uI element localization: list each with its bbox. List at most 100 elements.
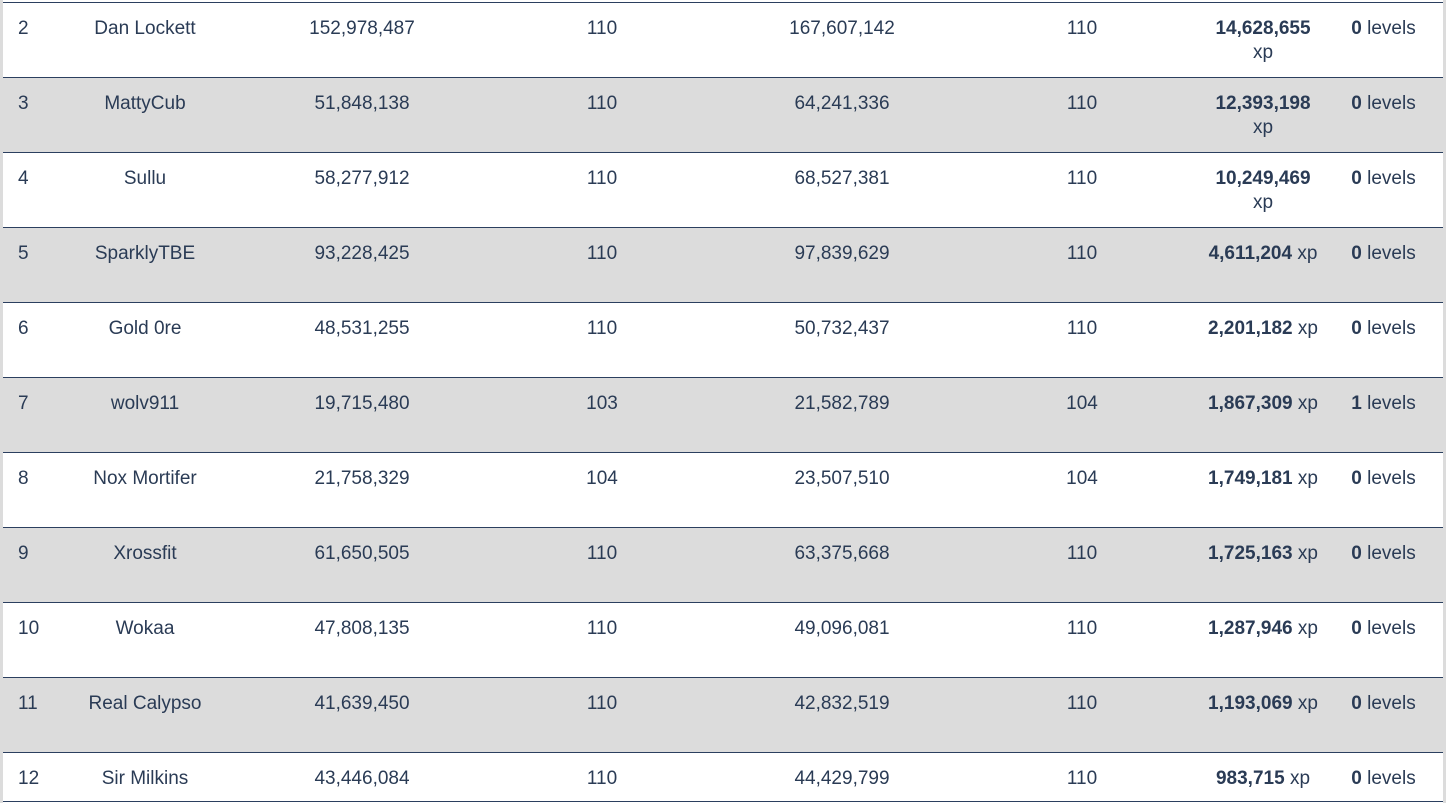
levels-gained-value: 0 [1351, 693, 1362, 714]
start-xp-cell: 21,758,329 [314, 468, 410, 489]
player-name-cell[interactable]: MattyCub [104, 93, 186, 114]
current-xp-cell: 44,429,799 [794, 768, 890, 789]
start-xp-cell: 61,650,505 [314, 543, 410, 564]
rank-cell: 6 [18, 318, 29, 339]
xp-gained-value: 1,867,309 [1208, 393, 1293, 414]
levels-gained-cell: 0 levels [1324, 228, 1443, 303]
levels-unit: levels [1367, 543, 1416, 564]
start-level-cell: 110 [586, 318, 618, 339]
current-xp-cell: 50,732,437 [794, 318, 890, 339]
leaderboard-table: 2 Dan Lockett 152,978,487 110 167,607,14… [3, 2, 1443, 802]
current-level-cell: 110 [1066, 18, 1098, 39]
levels-gained-cell: 0 levels [1324, 453, 1443, 528]
xp-gained-value: 1,725,163 [1208, 543, 1293, 564]
table-row: 9 Xrossfit 61,650,505 110 63,375,668 110… [3, 527, 1443, 603]
player-name-cell[interactable]: Real Calypso [88, 693, 202, 714]
current-xp-cell: 21,582,789 [794, 393, 890, 414]
xp-unit: xp [1297, 318, 1318, 339]
levels-gained-value: 0 [1351, 543, 1362, 564]
current-xp-cell: 49,096,081 [794, 618, 890, 639]
rank-cell: 7 [18, 393, 29, 414]
levels-gained-value: 0 [1351, 18, 1362, 39]
xp-unit: xp [1252, 192, 1274, 213]
levels-unit: levels [1367, 93, 1416, 114]
start-xp-cell: 19,715,480 [314, 393, 410, 414]
xp-unit: xp [1252, 42, 1274, 63]
scrollbar-track[interactable] [1443, 0, 1446, 803]
xp-gained-value: 1,287,946 [1208, 618, 1293, 639]
player-name-cell[interactable]: wolv911 [110, 393, 180, 414]
current-level-cell: 110 [1066, 168, 1098, 189]
player-name-cell[interactable]: Dan Lockett [94, 18, 196, 39]
levels-gained-cell: 0 levels [1324, 753, 1443, 802]
levels-unit: levels [1367, 18, 1416, 39]
current-level-cell: 104 [1066, 393, 1098, 414]
player-name-cell[interactable]: Gold 0re [108, 318, 182, 339]
levels-gained-cell: 0 levels [1324, 603, 1443, 678]
levels-unit: levels [1367, 468, 1416, 489]
xp-gained-cell: 1,867,309 xp [1202, 378, 1324, 453]
current-xp-cell: 64,241,336 [794, 93, 890, 114]
levels-gained-value: 0 [1351, 768, 1362, 789]
levels-gained-cell: 0 levels [1324, 303, 1443, 378]
levels-unit: levels [1367, 318, 1416, 339]
table-row: 5 SparklyTBE 93,228,425 110 97,839,629 1… [3, 227, 1443, 303]
current-level-cell: 110 [1066, 693, 1098, 714]
levels-gained-cell: 1 levels [1324, 378, 1443, 453]
current-level-cell: 110 [1066, 243, 1098, 264]
xp-unit: xp [1297, 543, 1318, 564]
player-name-cell[interactable]: Sir Milkins [101, 768, 189, 789]
levels-gained-cell: 0 levels [1324, 678, 1443, 753]
start-xp-cell: 93,228,425 [314, 243, 410, 264]
start-level-cell: 110 [586, 543, 618, 564]
xp-gained-cell: 10,249,469 xp [1202, 153, 1324, 228]
current-level-cell: 110 [1066, 618, 1098, 639]
start-level-cell: 110 [586, 618, 618, 639]
xp-gained-value: 10,249,469 [1215, 168, 1311, 189]
start-level-cell: 110 [586, 18, 618, 39]
player-name-cell[interactable]: Nox Mortifer [93, 468, 197, 489]
levels-gained-cell: 0 levels [1324, 3, 1443, 78]
current-xp-cell: 68,527,381 [794, 168, 890, 189]
levels-gained-value: 0 [1351, 468, 1362, 489]
left-border [0, 0, 3, 803]
current-xp-cell: 63,375,668 [794, 543, 890, 564]
start-level-cell: 110 [586, 168, 618, 189]
levels-unit: levels [1367, 768, 1416, 789]
player-name-cell[interactable]: SparklyTBE [94, 243, 196, 264]
table-row: 6 Gold 0re 48,531,255 110 50,732,437 110… [3, 302, 1443, 378]
xp-gained-cell: 1,725,163 xp [1202, 528, 1324, 603]
rank-cell: 9 [18, 543, 29, 564]
xp-gained-value: 14,628,655 [1215, 18, 1311, 39]
rank-cell: 3 [18, 93, 29, 114]
levels-gained-cell: 0 levels [1324, 528, 1443, 603]
rank-cell: 10 [18, 618, 40, 639]
xp-gained-value: 1,749,181 [1208, 468, 1293, 489]
table-row: 3 MattyCub 51,848,138 110 64,241,336 110… [3, 77, 1443, 153]
levels-gained-value: 0 [1351, 168, 1362, 189]
xp-unit: xp [1289, 768, 1311, 789]
player-name-cell[interactable]: Sullu [123, 168, 167, 189]
start-level-cell: 110 [586, 693, 618, 714]
table-row: 12 Sir Milkins 43,446,084 110 44,429,799… [3, 752, 1443, 802]
start-xp-cell: 47,808,135 [314, 618, 410, 639]
player-name-cell[interactable]: Wokaa [115, 618, 175, 639]
xp-gained-cell: 4,611,204 xp [1202, 228, 1324, 303]
rank-cell: 8 [18, 468, 29, 489]
levels-unit: levels [1367, 618, 1416, 639]
start-level-cell: 103 [586, 393, 618, 414]
xp-unit: xp [1297, 243, 1318, 264]
table-row: 7 wolv911 19,715,480 103 21,582,789 104 … [3, 377, 1443, 453]
rank-cell: 12 [18, 768, 40, 789]
table-row: 8 Nox Mortifer 21,758,329 104 23,507,510… [3, 452, 1443, 528]
xp-gained-cell: 983,715 xp [1202, 753, 1324, 802]
rank-cell: 11 [18, 693, 38, 714]
xp-gained-cell: 12,393,198 xp [1202, 78, 1324, 153]
start-xp-cell: 51,848,138 [314, 93, 410, 114]
current-level-cell: 104 [1066, 468, 1098, 489]
xp-gained-cell: 1,193,069 xp [1202, 678, 1324, 753]
xp-unit: xp [1297, 693, 1318, 714]
table-row: 4 Sullu 58,277,912 110 68,527,381 110 10… [3, 152, 1443, 228]
levels-gained-cell: 0 levels [1324, 153, 1443, 228]
player-name-cell[interactable]: Xrossfit [113, 543, 177, 564]
